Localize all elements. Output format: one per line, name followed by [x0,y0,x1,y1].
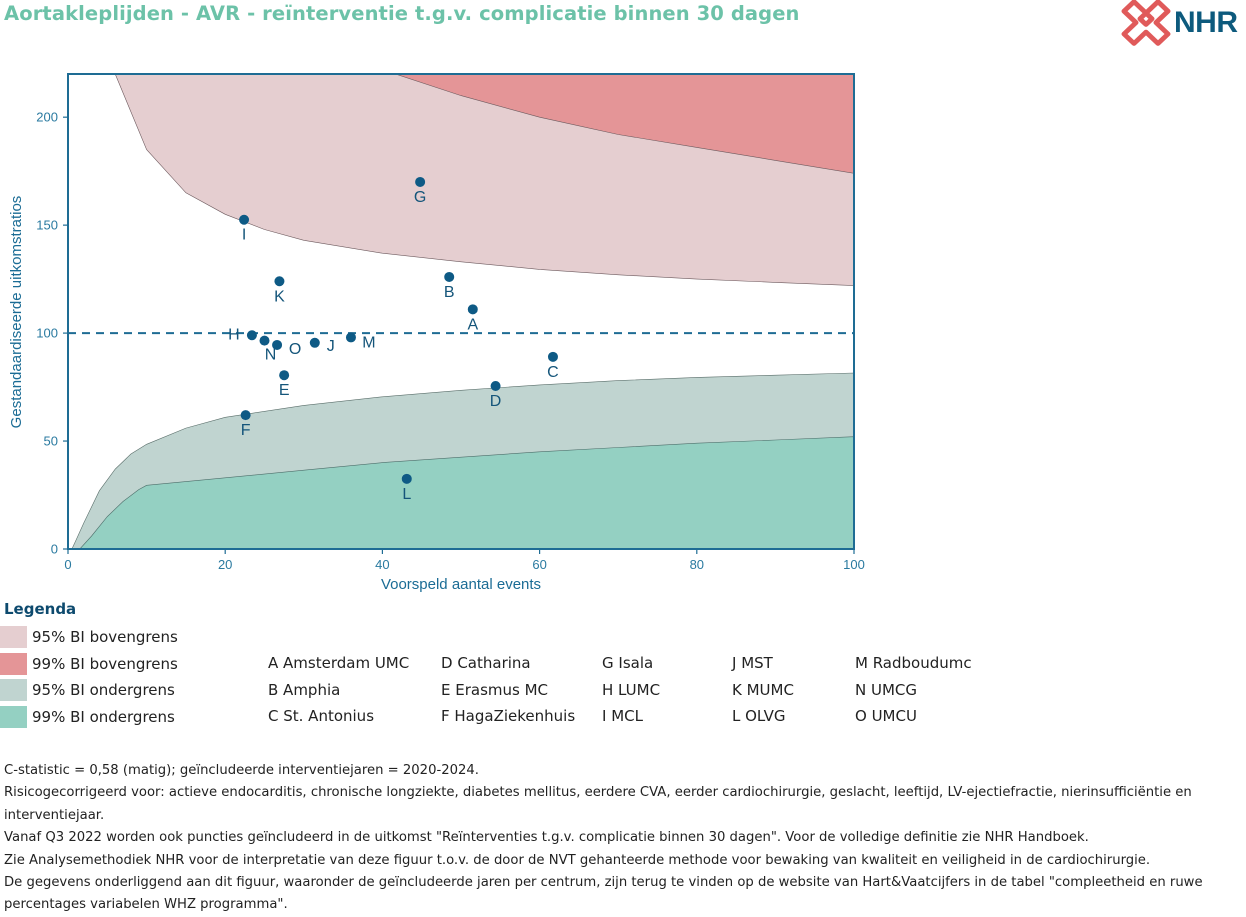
legend-center-name: C St. Antonius [268,707,375,725]
y-tick-label: 0 [51,542,58,557]
legend-label: 99% BI ondergrens [32,707,175,726]
legend-center-name: O UMCU [855,707,917,725]
x-tick-label: 40 [375,557,389,572]
center-point-l [401,473,412,484]
center-point-f [240,410,251,421]
center-point-h [246,330,257,341]
center-point-b [444,271,455,282]
center-label-f: F [241,422,251,439]
legend-center-name: B Amphia [268,680,341,699]
legend-center-name: H LUMC [602,680,661,699]
legend-swatch [0,705,27,728]
legend-label: 99% BI bovengrens [32,654,178,673]
center-point-g [415,176,426,187]
center-label-l: L [402,486,411,503]
legend-center-name: A Amsterdam UMC [268,654,410,672]
note-methodology: Zie Analysemethodiek NHR voor de interpr… [4,852,1151,868]
center-label-k: K [274,288,285,305]
center-point-k [274,276,285,287]
x-tick-label: 0 [64,557,71,572]
legend-label: 95% BI bovengrens [32,628,178,646]
center-point-a [467,304,478,315]
x-tick-label: 80 [690,557,704,572]
legend-center-name: I MCL [602,707,643,725]
band-99-lower [79,436,854,549]
center-label-i: I [242,227,246,244]
center-label-g: G [414,189,426,206]
x-axis-title: Voorspeld aantal events [381,576,541,593]
legend-item: 99% BI bovengrens [0,652,178,675]
legend-center-name: D Catharina [441,654,531,672]
center-label-h: H [228,326,240,343]
legend-center-name: L OLVG [732,707,786,725]
legend-center-name: F HagaZiekenhuis [441,707,576,725]
x-tick-label: 20 [218,557,232,572]
legend-center-name: N UMCG [855,680,918,699]
legend-item: 99% BI ondergrens [0,705,175,728]
center-point-e [279,370,290,381]
legend-label: 95% BI ondergrens [32,681,175,699]
band-99-upper [394,74,854,174]
legend-center-name: M Radboudumc [855,654,972,672]
center-point-i [239,214,250,225]
nhr-knot-icon [1121,0,1171,46]
note-data-source: De gegevens onderliggend aan dit figuur,… [4,875,1203,913]
y-tick-label: 150 [36,218,58,233]
legend-swatch [0,652,27,675]
legend-center-name: E Erasmus MC [441,680,549,699]
center-label-b: B [444,284,455,301]
center-label-n: N [265,347,277,364]
legend-center-name: G Isala [602,654,654,672]
center-label-o: O [289,341,301,358]
note-risk-adjustment: Risicogecorrigeerd voor: actieve endocar… [4,785,1192,823]
center-point-j [309,337,320,348]
page-title: Aortakleplijden - AVR - reïnterventie t.… [4,2,800,25]
note-definition: Vanaf Q3 2022 worden ook puncties geïncl… [4,830,1089,846]
footnotes: C-statistic = 0,58 (matig); geïncludeerd… [4,760,1242,917]
center-label-c: C [547,364,559,381]
x-tick-label: 60 [532,557,546,572]
legend-item: 95% BI bovengrens [0,626,178,648]
y-axis-title: Gestandaardiseerde uitkomstratios [8,196,25,429]
center-label-m: M [362,334,375,351]
note-c-statistic: C-statistic = 0,58 (matig); geïncludeerd… [4,763,479,778]
center-point-d [490,380,501,391]
center-label-j: J [327,338,335,355]
legend-title: Legenda [4,600,77,618]
center-point-o [272,339,283,350]
center-point-c [547,351,558,362]
nhr-logo-text: NHR [1174,6,1238,39]
center-label-d: D [490,393,502,410]
center-point-n [259,335,270,346]
nhr-logo: NHR [1120,0,1246,48]
y-tick-label: 100 [36,326,58,341]
y-tick-label: 50 [44,434,58,449]
center-label-a: A [467,316,478,333]
funnel-chart: AB C D E F G H I J K L M N O 0 20 40 60 80 100 0 50 100 150 200… [8,73,865,593]
legend-center-name: J MST [732,654,773,672]
legend-swatch [0,679,27,701]
x-tick-label: 100 [843,557,865,572]
plot-frame [67,73,855,550]
center-point-m [345,332,356,343]
legend-swatch [0,626,27,648]
legend-item: 95% BI ondergrens [0,679,175,701]
legend-center-name: K MUMC [732,680,794,699]
center-label-e: E [279,382,290,399]
y-tick-label: 200 [36,110,58,125]
